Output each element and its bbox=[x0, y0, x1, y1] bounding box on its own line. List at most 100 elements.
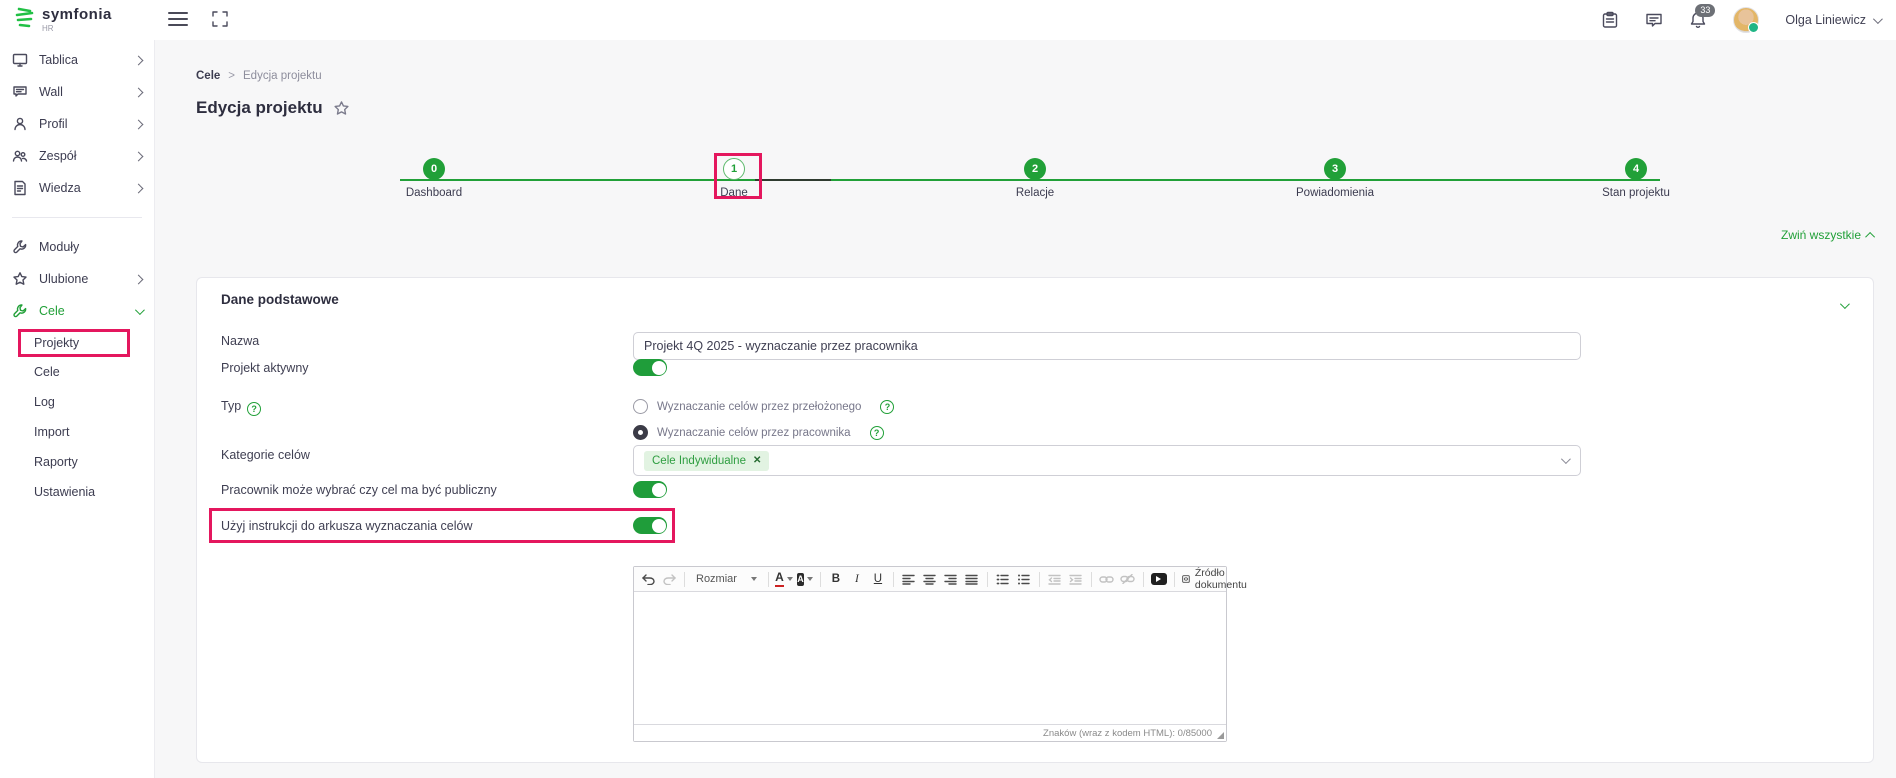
user-menu[interactable]: Olga Liniewicz bbox=[1785, 13, 1883, 27]
sidebar-item-profil[interactable]: Profil bbox=[0, 108, 154, 140]
nazwa-input[interactable]: Projekt 4Q 2025 - wyznaczanie przez prac… bbox=[633, 332, 1581, 360]
radio-selected-icon[interactable] bbox=[633, 425, 648, 440]
notifications-bell-icon[interactable]: 33 bbox=[1689, 3, 1716, 30]
link-icon[interactable] bbox=[1099, 570, 1115, 588]
align-justify-icon[interactable] bbox=[964, 570, 980, 588]
chevron-right-icon bbox=[133, 55, 144, 65]
sidebar-divider bbox=[12, 217, 142, 218]
chevron-right-icon bbox=[133, 183, 144, 193]
step-stan-projektu[interactable]: 4 Stan projektu bbox=[1576, 158, 1696, 199]
editor-status-bar: Znaków (wraz z kodem HTML): 0/85000 bbox=[634, 724, 1226, 741]
document-icon bbox=[12, 180, 29, 197]
help-icon[interactable]: ? bbox=[247, 402, 262, 416]
sidebar-subitem-log[interactable]: Log bbox=[34, 395, 55, 409]
wrench-icon bbox=[12, 239, 29, 256]
text-color-icon[interactable]: A bbox=[775, 570, 793, 588]
wrench-icon-green bbox=[12, 303, 29, 320]
annotation-highlight-dane bbox=[714, 153, 762, 199]
sidebar-item-wiedza[interactable]: Wiedza bbox=[0, 172, 154, 204]
card-title: Dane podstawowe bbox=[221, 292, 339, 307]
menu-toggle-icon[interactable] bbox=[168, 12, 188, 26]
chevron-right-icon bbox=[133, 87, 144, 97]
card-collapse-chevron[interactable] bbox=[1839, 296, 1850, 314]
sidebar-subitem-projekty[interactable]: Projekty bbox=[18, 329, 130, 357]
monitor-icon bbox=[12, 52, 29, 69]
document-source-button[interactable]: Źródło dokumentu bbox=[1182, 567, 1251, 591]
align-center-icon[interactable] bbox=[922, 570, 938, 588]
sidebar-item-cele[interactable]: Cele bbox=[0, 295, 154, 327]
radio-unselected-icon[interactable] bbox=[633, 399, 648, 414]
editor-toolbar: Rozmiar A A B I U bbox=[634, 567, 1247, 592]
nazwa-label: Nazwa bbox=[221, 334, 260, 348]
sidebar-item-ulubione[interactable]: Ulubione bbox=[0, 263, 154, 295]
sidebar-subitem-ustawienia[interactable]: Ustawienia bbox=[34, 485, 96, 499]
collapse-all-link[interactable]: Zwiń wszystkie bbox=[1781, 228, 1876, 242]
help-icon[interactable]: ? bbox=[880, 399, 895, 414]
projekt-aktywny-label: Projekt aktywny bbox=[221, 361, 309, 375]
symfonia-logo-icon bbox=[15, 7, 34, 28]
team-icon bbox=[12, 148, 29, 165]
bullet-list-icon[interactable] bbox=[1016, 570, 1032, 588]
messages-icon[interactable] bbox=[1645, 11, 1663, 29]
undo-icon[interactable] bbox=[640, 570, 656, 588]
breadcrumb-root[interactable]: Cele bbox=[196, 70, 221, 82]
sidebar-item-zespol[interactable]: Zespół bbox=[0, 140, 154, 172]
breadcrumb-current: Edycja projektu bbox=[243, 70, 322, 82]
app-logo[interactable]: symfonia HR bbox=[14, 6, 112, 33]
unlink-icon[interactable] bbox=[1120, 570, 1136, 588]
align-right-icon[interactable] bbox=[943, 570, 959, 588]
projekt-aktywny-toggle[interactable] bbox=[633, 359, 667, 376]
redo-icon[interactable] bbox=[661, 570, 677, 588]
radio-row-pracownik[interactable]: Wyznaczanie celów przez pracownika ? bbox=[633, 425, 884, 440]
editor-content-area[interactable] bbox=[634, 592, 1226, 724]
publiczny-toggle[interactable] bbox=[633, 481, 667, 498]
brand-name: symfonia bbox=[42, 6, 112, 23]
bg-color-icon[interactable]: A bbox=[796, 570, 813, 588]
person-icon bbox=[12, 116, 29, 133]
chevron-right-icon bbox=[133, 119, 144, 129]
sidebar-item-wall[interactable]: Wall bbox=[0, 76, 154, 108]
help-icon[interactable]: ? bbox=[869, 425, 884, 440]
radio-row-przelozony[interactable]: Wyznaczanie celów przez przełożonego ? bbox=[633, 399, 895, 414]
publiczny-label: Pracownik może wybrać czy cel ma być pub… bbox=[221, 483, 497, 497]
fullscreen-icon[interactable] bbox=[212, 11, 228, 32]
sidebar-item-moduly[interactable]: Moduły bbox=[0, 231, 154, 263]
underline-icon[interactable]: U bbox=[873, 573, 883, 585]
kategorie-tag: Cele Indywidualne ✕ bbox=[644, 450, 770, 471]
notification-badge: 33 bbox=[1695, 3, 1716, 17]
sidebar-item-tablica[interactable]: Tablica bbox=[0, 44, 154, 76]
kategorie-select[interactable]: Cele Indywidualne ✕ bbox=[633, 445, 1581, 476]
brand-sub: HR bbox=[42, 24, 54, 33]
instrukcja-toggle[interactable] bbox=[633, 517, 667, 534]
page-title: Edycja projektu bbox=[196, 98, 350, 118]
tasks-clipboard-icon[interactable] bbox=[1601, 11, 1619, 29]
embed-media-icon[interactable] bbox=[1150, 570, 1167, 588]
char-counter: Znaków (wraz z kodem HTML): 0/85000 bbox=[1043, 727, 1212, 739]
annotation-highlight-instrukcja bbox=[209, 508, 675, 543]
italic-icon[interactable]: I bbox=[855, 573, 859, 585]
align-left-icon[interactable] bbox=[901, 570, 917, 588]
sidebar-subitem-import[interactable]: Import bbox=[34, 425, 70, 439]
main-content: Cele > Edycja projektu Edycja projektu 0… bbox=[155, 40, 1896, 778]
sidebar-subitem-raporty[interactable]: Raporty bbox=[34, 455, 78, 469]
user-avatar[interactable] bbox=[1733, 7, 1760, 33]
bold-icon[interactable]: B bbox=[831, 573, 841, 585]
remove-tag-icon[interactable]: ✕ bbox=[752, 455, 762, 466]
chevron-up-icon bbox=[1865, 231, 1876, 242]
top-header: symfonia HR 33 Olga Liniewi bbox=[0, 0, 1896, 40]
sidebar-subitem-cele[interactable]: Cele bbox=[34, 365, 60, 379]
favorite-star-icon[interactable] bbox=[333, 100, 350, 117]
ordered-list-icon[interactable] bbox=[995, 570, 1011, 588]
chevron-down-icon bbox=[1560, 454, 1571, 465]
outdent-icon[interactable] bbox=[1047, 570, 1063, 588]
user-name: Olga Liniewicz bbox=[1785, 13, 1866, 27]
resize-handle[interactable] bbox=[1217, 732, 1224, 739]
font-size-combo[interactable]: Rozmiar bbox=[692, 573, 761, 585]
indent-icon[interactable] bbox=[1068, 570, 1084, 588]
step-powiadomienia[interactable]: 3 Powiadomienia bbox=[1275, 158, 1395, 199]
step-dashboard[interactable]: 0 Dashboard bbox=[374, 158, 494, 199]
chevron-right-icon bbox=[133, 274, 144, 284]
step-relacje[interactable]: 2 Relacje bbox=[975, 158, 1095, 199]
kategorie-label: Kategorie celów bbox=[221, 448, 310, 462]
wall-chat-icon bbox=[12, 84, 29, 101]
